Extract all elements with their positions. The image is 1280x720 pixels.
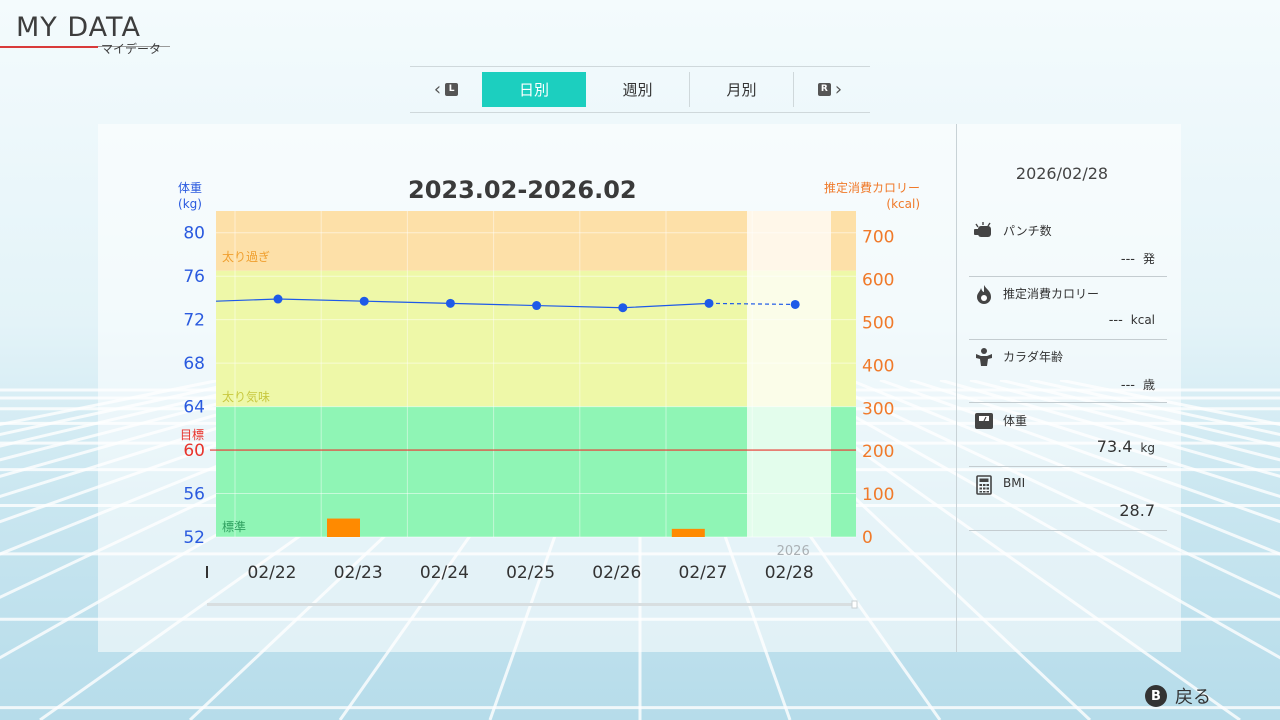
y-right-tick: 200 [862,442,894,462]
weight-unit: kg [1140,441,1155,455]
body-age-unit: 歳 [1142,378,1155,392]
y-right-tick: 600 [862,271,894,291]
weight-point [704,298,714,308]
calories-label: 推定消費カロリー [1003,287,1100,301]
bmi-row: BMI 28.7 [969,468,1167,531]
x-tick-label: 02/28 [765,563,814,583]
y-right-tick: 300 [862,399,894,419]
y-right-tick: 0 [862,528,873,548]
day-detail-panel: 2026/02/28 パンチ数 --- 発 推定消費カロリー --- kcal カラ… [956,124,1181,652]
calculator-icon [976,475,992,495]
weight-point [273,294,283,304]
back-button[interactable]: B 戻る [1145,683,1211,709]
weight-line-projected [708,302,796,306]
calories-value: --- kcal [1109,313,1155,328]
punch-icon [974,222,991,237]
selected-date: 2026/02/28 [1015,164,1109,183]
zone-label: 太り過ぎ [222,249,270,264]
x-tick-label: 02/26 [592,563,641,583]
tab-prev-button[interactable]: ‹ L [410,67,482,112]
page-subtitle: マイデータ [101,42,162,56]
weight-point [359,296,369,306]
y-left-tick: 60 [183,441,205,461]
y-left-tick: 64 [183,398,205,418]
tab-monthly[interactable]: 月別 [690,72,794,107]
y-right-tick: 700 [862,228,894,248]
body-age-value: --- 歳 [1121,376,1155,393]
weight-point [790,299,800,309]
calorie-bar [327,518,360,537]
flame-icon [977,285,991,304]
y-left-tick: 80 [183,224,205,244]
zone-label: 標準 [222,519,246,534]
weight-number: 73.4 [1096,437,1133,456]
y-axis-right-label: 推定消費カロリー (kcal) [824,181,921,211]
y-left-tick: 76 [183,267,205,287]
selected-day-highlight [747,211,831,537]
x-tick-label: 02/27 [679,563,728,583]
x-tick-label: 02/22 [248,563,297,583]
y-axis-left-label: 体重 (kg) [178,181,203,211]
zone-label: 太り気味 [222,389,270,404]
body-age-label: カラダ年齢 [1003,350,1064,364]
weight-point [618,303,628,313]
x-left-edge-marker [206,566,208,578]
chart-title: 2023.02-2026.02 [408,176,637,204]
weight-point [532,301,542,311]
title-underline-gray [98,46,170,47]
punch-count-value: --- 発 [1121,250,1155,267]
title-underline [0,46,98,48]
chevron-right-icon: › [834,79,843,100]
punch-count-label: パンチ数 [1003,224,1052,238]
scale-icon [975,413,993,429]
l-button-icon: L [445,83,459,96]
body-age-row: カラダ年齢 --- 歳 [969,340,1167,403]
tab-daily[interactable]: 日別 [482,72,586,107]
x-year-label: 2026 [777,544,810,559]
period-tabs: ‹ L 日別 週別 月別 R › [410,66,870,113]
y-left-tick: 56 [183,485,205,505]
punch-count-number: --- [1120,252,1135,267]
x-tick-label: 02/23 [334,563,383,583]
calories-number: --- [1108,313,1123,328]
punch-count-unit: 発 [1142,252,1155,266]
y-left-tick: 72 [183,311,205,331]
y-right-tick: 400 [862,356,894,376]
page-title: MY DATA [16,12,141,43]
weight-label: 体重 [1003,414,1028,428]
weight-point [445,298,455,308]
r-button-icon: R [817,83,831,96]
weight-value: 73.4 kg [1097,437,1155,456]
chevron-left-icon: ‹ [433,79,442,100]
calories-row: 推定消費カロリー --- kcal [969,277,1167,340]
punch-count-row: パンチ数 --- 発 [969,214,1167,277]
b-button-icon: B [1145,685,1167,707]
y-left-tick: 68 [183,354,205,374]
y-axis-right-title: 推定消費カロリー (kcal) [824,180,920,212]
y-axis-left-title: 体重 (kg) [178,180,202,212]
bmi-label: BMI [1003,476,1026,490]
x-tick-label: 02/25 [506,563,555,583]
calories-unit: kcal [1130,313,1155,327]
x-tick-label: 02/24 [420,563,469,583]
body-age-number: --- [1120,378,1135,393]
calorie-bar [671,528,705,537]
muscle-icon [976,348,992,366]
bmi-value: 28.7 [1119,501,1155,520]
y-right-tick: 100 [862,485,894,505]
timeline-scroll-thumb [851,600,858,609]
y-left-tick: 52 [183,528,205,548]
tab-next-button[interactable]: R › [794,67,866,112]
target-label: 目標 [180,428,204,442]
timeline-scrollbar [207,603,857,606]
back-label: 戻る [1175,687,1211,708]
y-right-tick: 500 [862,314,894,334]
tab-weekly[interactable]: 週別 [586,72,690,107]
weight-row: 体重 73.4 kg [969,404,1167,467]
